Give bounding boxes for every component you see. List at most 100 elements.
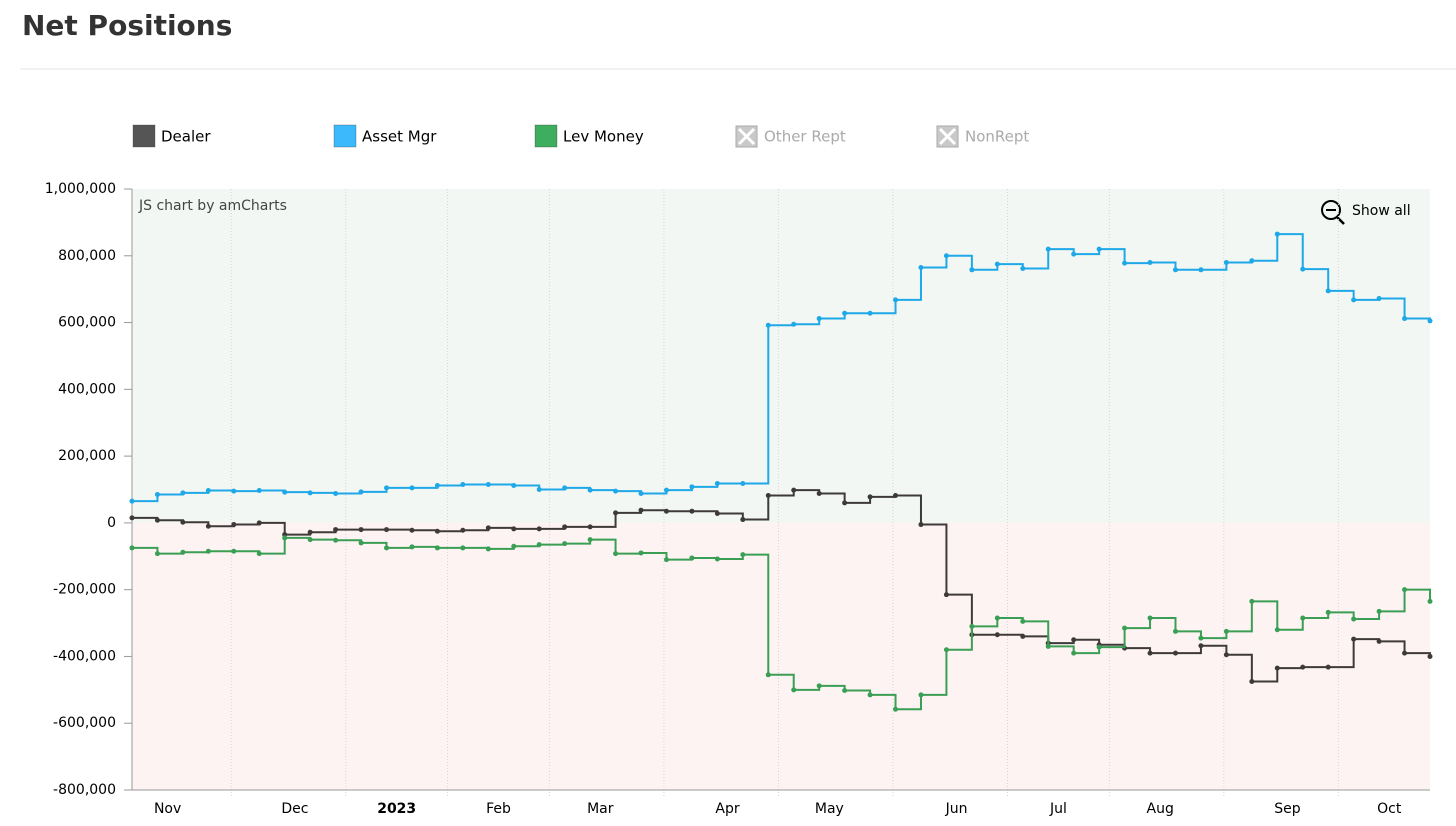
data-point [1071, 637, 1077, 643]
negative-band [132, 522, 1430, 790]
x-tick-label: Jun [945, 801, 968, 817]
data-point [154, 551, 160, 557]
data-point [943, 592, 949, 598]
data-point [638, 507, 644, 513]
data-point [867, 692, 873, 698]
data-point [663, 487, 669, 493]
data-point [791, 321, 797, 327]
data-point [256, 488, 262, 494]
data-point [1096, 644, 1102, 650]
data-point [1249, 258, 1255, 264]
data-point [918, 692, 924, 698]
data-point [1172, 628, 1178, 634]
x-tick-label: Jul [1049, 801, 1067, 817]
data-point [1402, 650, 1408, 656]
data-point [562, 541, 568, 547]
data-point [1223, 652, 1229, 658]
data-point [1172, 650, 1178, 656]
data-point [1427, 653, 1433, 659]
data-point [1045, 643, 1051, 649]
data-point [943, 253, 949, 259]
data-point [663, 557, 669, 563]
data-point [511, 526, 517, 532]
data-point [867, 310, 873, 316]
data-point [765, 493, 771, 499]
data-point [1274, 665, 1280, 671]
data-point [511, 482, 517, 488]
data-point [1376, 638, 1382, 644]
data-point [511, 543, 517, 549]
y-tick-label: 400,000 [58, 381, 116, 397]
data-point [231, 522, 237, 528]
data-point [307, 490, 313, 496]
x-tick-label: Nov [154, 801, 181, 817]
data-point [740, 480, 746, 486]
data-point [384, 485, 390, 491]
data-point [689, 484, 695, 490]
x-tick-label: Mar [587, 801, 614, 817]
data-point [409, 527, 415, 533]
data-point [358, 489, 364, 495]
data-point [791, 487, 797, 493]
data-point [129, 498, 135, 504]
legend-swatch[interactable] [132, 124, 156, 148]
data-point [587, 524, 593, 530]
data-point [1147, 259, 1153, 265]
data-point [180, 490, 186, 496]
data-point [893, 706, 899, 712]
legend-label[interactable]: Asset Mgr [362, 128, 437, 146]
data-point [460, 545, 466, 551]
x-tick-label: Aug [1147, 801, 1174, 817]
legend-swatch[interactable] [333, 124, 357, 148]
data-point [1198, 643, 1204, 649]
legend-label-disabled[interactable]: Other Rept [764, 128, 846, 146]
data-point [1351, 297, 1357, 303]
data-point [816, 491, 822, 497]
data-point [1223, 259, 1229, 265]
data-point [536, 487, 542, 492]
data-point [485, 525, 491, 531]
data-point [994, 261, 1000, 267]
zoom-button[interactable]: Show all [1321, 200, 1411, 225]
data-point [587, 537, 593, 543]
data-point [485, 481, 491, 487]
data-point [1325, 288, 1331, 294]
data-point [180, 549, 186, 555]
data-point [333, 537, 339, 543]
data-point [918, 264, 924, 270]
data-point [205, 488, 211, 494]
zoom-label[interactable]: Show all [1352, 203, 1411, 219]
legend-cross [737, 127, 756, 146]
x-tick-label: May [815, 801, 844, 817]
legend-swatch[interactable] [534, 124, 558, 148]
y-tick-label: 1,000,000 [45, 181, 116, 197]
data-point [129, 515, 135, 521]
legend-label-disabled[interactable]: NonRept [965, 128, 1029, 146]
data-point [562, 485, 568, 491]
legend-label[interactable]: Dealer [161, 128, 211, 146]
data-point [384, 545, 390, 551]
data-point [154, 517, 160, 523]
y-tick-label: -400,000 [53, 648, 116, 664]
legend-label[interactable]: Lev Money [563, 128, 644, 146]
data-point [129, 545, 135, 551]
data-point [1402, 587, 1408, 593]
data-point [1071, 251, 1077, 257]
data-point [1402, 316, 1408, 322]
y-tick-label: -800,000 [53, 782, 116, 798]
data-point [613, 551, 619, 557]
data-point [816, 316, 822, 322]
data-point [943, 647, 949, 653]
data-point [1274, 231, 1280, 237]
data-point [893, 493, 899, 499]
data-point [1020, 633, 1026, 639]
zoom-icon [1321, 200, 1341, 220]
bands [132, 189, 1430, 790]
y-tick-label: 800,000 [58, 248, 116, 264]
data-point [689, 508, 695, 514]
y-tick-label: 0 [107, 515, 116, 531]
data-point [791, 687, 797, 693]
data-point [638, 550, 644, 556]
data-point [282, 535, 288, 541]
data-point [384, 527, 390, 533]
